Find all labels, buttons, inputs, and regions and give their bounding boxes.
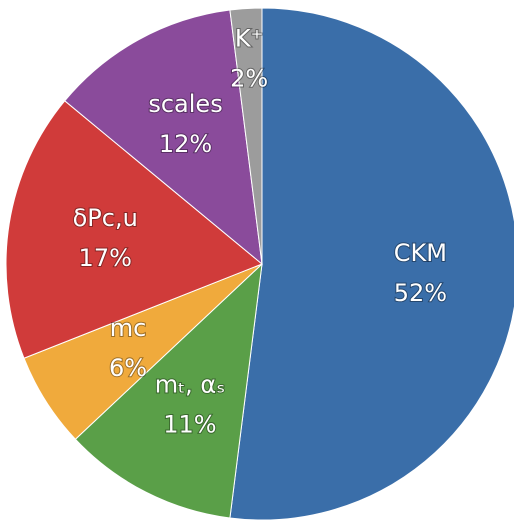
slice-label: δPc,u	[73, 204, 138, 232]
slice-label: scales	[148, 90, 222, 118]
value-label: 52%	[394, 279, 447, 307]
slice	[74, 262, 263, 519]
slice	[229, 7, 263, 265]
value-label: 11%	[163, 410, 216, 438]
value-label: 12%	[159, 130, 212, 158]
slice-label: CKM	[394, 239, 447, 267]
slice	[64, 9, 263, 266]
slice	[5, 100, 263, 359]
value-label: 17%	[79, 244, 132, 272]
value-label: 6%	[109, 354, 147, 382]
slice-label: mc	[110, 314, 147, 342]
value-label: 2%	[230, 65, 268, 93]
slice	[229, 7, 514, 521]
slice-label: mₜ, αₛ	[155, 370, 226, 398]
slice-label: K⁺	[235, 25, 263, 53]
